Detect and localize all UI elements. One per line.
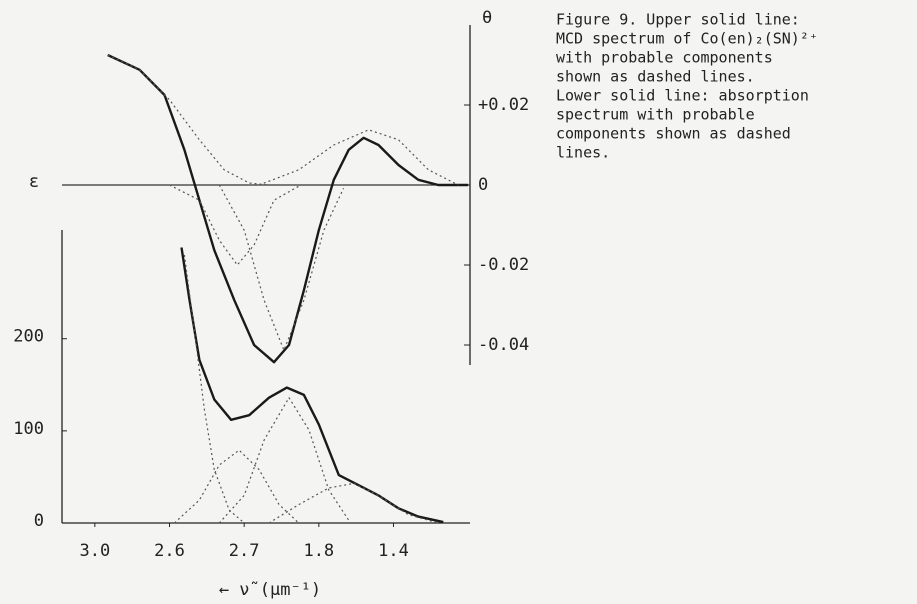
spectrum-curve: [180, 247, 444, 524]
caption-line: components shown as dashed: [556, 125, 791, 143]
component-curve: [183, 254, 245, 524]
caption-line: MCD spectrum of Co(en)₂(SN)²⁺: [556, 30, 818, 48]
caption-line: Lower solid line: absorption: [556, 87, 809, 105]
y-axis-label: ε: [29, 172, 39, 192]
caption-line: lines.: [556, 144, 610, 162]
caption-line: shown as dashed lines.: [556, 68, 755, 86]
component-curve: [268, 482, 439, 524]
x-tick-label: 2.7: [229, 541, 260, 561]
x-tick-label: 2.6: [154, 541, 185, 561]
x-tick-label: 1.4: [378, 541, 409, 561]
x-tick-label: 1.8: [303, 541, 334, 561]
caption-line: Figure 9. Upper solid line:: [556, 11, 800, 29]
y2-tick-label: -0.04: [478, 335, 529, 355]
component-curve: [218, 184, 345, 351]
y-tick-label: 0: [34, 511, 44, 531]
y2-tick-label: +0.02: [478, 95, 529, 115]
y2-tick-label: -0.02: [478, 255, 529, 275]
x-axis-label: ← ν̃ (μm⁻¹): [219, 580, 321, 600]
y2-tick-label: 0: [478, 175, 488, 195]
component-curve: [107, 54, 270, 186]
component-curve: [218, 397, 350, 524]
y-tick-label: 100: [13, 419, 44, 439]
y2-axis-label: θ: [482, 8, 492, 28]
caption-line: with probable components: [556, 49, 773, 67]
caption-line: spectrum with probable: [556, 106, 755, 124]
spectrum-curve: [107, 53, 469, 364]
x-tick-label: 3.0: [79, 541, 110, 561]
y-tick-label: 200: [13, 327, 44, 347]
